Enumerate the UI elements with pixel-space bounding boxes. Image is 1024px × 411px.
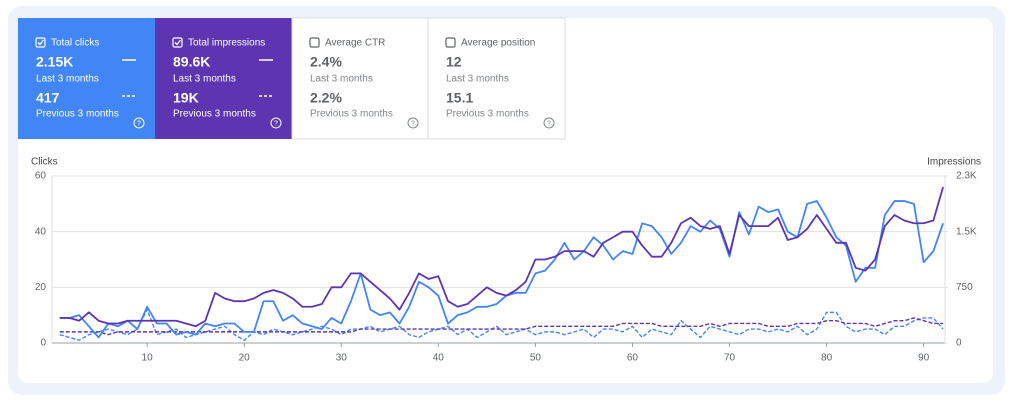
x-tick-label: 60 bbox=[627, 353, 639, 364]
metric-prev-period: Previous 3 months bbox=[310, 109, 393, 120]
help-icon-mark: ? bbox=[137, 120, 141, 127]
y-tick-label: 20 bbox=[35, 282, 47, 293]
y2-tick-label: 0 bbox=[956, 338, 962, 349]
metric-label: Average CTR bbox=[325, 38, 385, 49]
x-tick-label: 80 bbox=[821, 353, 833, 364]
checkbox[interactable] bbox=[445, 37, 456, 48]
help-icon[interactable] bbox=[270, 117, 282, 129]
x-tick-label: 70 bbox=[724, 353, 736, 364]
x-tick-label: 40 bbox=[433, 353, 445, 364]
y-tick-label: 60 bbox=[35, 171, 47, 182]
y2-tick-label: 750 bbox=[956, 282, 973, 293]
help-icon-mark: ? bbox=[274, 120, 278, 127]
help-icon[interactable] bbox=[407, 117, 419, 129]
x-tick-label: 90 bbox=[918, 353, 930, 364]
metric-value: 89.6K bbox=[173, 54, 210, 70]
metric-prev-value: 2.2% bbox=[310, 90, 342, 106]
series-line bbox=[59, 200, 944, 339]
y2-tick-label: 2.3K bbox=[956, 171, 977, 182]
series-line bbox=[59, 186, 944, 328]
y2-tick-label: 1.5K bbox=[956, 226, 977, 237]
metric-value: 2.4% bbox=[310, 54, 342, 70]
metric-prev-value: 19K bbox=[173, 90, 199, 106]
y-tick-label: 0 bbox=[40, 338, 46, 349]
metric-label: Total clicks bbox=[51, 38, 99, 49]
metric-period: Last 3 months bbox=[446, 74, 509, 85]
help-icon[interactable] bbox=[543, 117, 555, 129]
metric-period: Last 3 months bbox=[310, 74, 373, 85]
metric-label: Average position bbox=[461, 38, 535, 49]
y2-axis-title: Impressions bbox=[927, 157, 981, 168]
help-icon[interactable] bbox=[133, 117, 145, 129]
metric-value: 12 bbox=[446, 54, 462, 70]
x-tick-label: 20 bbox=[239, 353, 251, 364]
checkbox[interactable] bbox=[172, 37, 183, 48]
y-axis-title: Clicks bbox=[31, 157, 58, 168]
x-tick-label: 30 bbox=[336, 353, 348, 364]
y-tick-label: 40 bbox=[35, 226, 47, 237]
checkbox[interactable] bbox=[309, 37, 320, 48]
metric-prev-value: 417 bbox=[36, 90, 60, 106]
x-tick-label: 50 bbox=[530, 353, 542, 364]
metric-prev-period: Previous 3 months bbox=[446, 109, 529, 120]
check-mark bbox=[37, 39, 45, 46]
checkbox[interactable] bbox=[35, 37, 46, 48]
metric-prev-value: 15.1 bbox=[446, 90, 473, 106]
metric-value: 2.15K bbox=[36, 54, 73, 70]
metric-period: Last 3 months bbox=[36, 74, 99, 85]
help-icon-mark: ? bbox=[411, 120, 415, 127]
help-icon-mark: ? bbox=[547, 120, 551, 127]
metric-period: Last 3 months bbox=[173, 74, 236, 85]
metric-prev-period: Previous 3 months bbox=[36, 109, 119, 120]
x-tick-label: 10 bbox=[142, 353, 154, 364]
check-mark bbox=[174, 39, 182, 46]
metric-label: Total impressions bbox=[188, 38, 265, 49]
previous-period-line bbox=[59, 317, 944, 336]
metric-prev-period: Previous 3 months bbox=[173, 109, 256, 120]
